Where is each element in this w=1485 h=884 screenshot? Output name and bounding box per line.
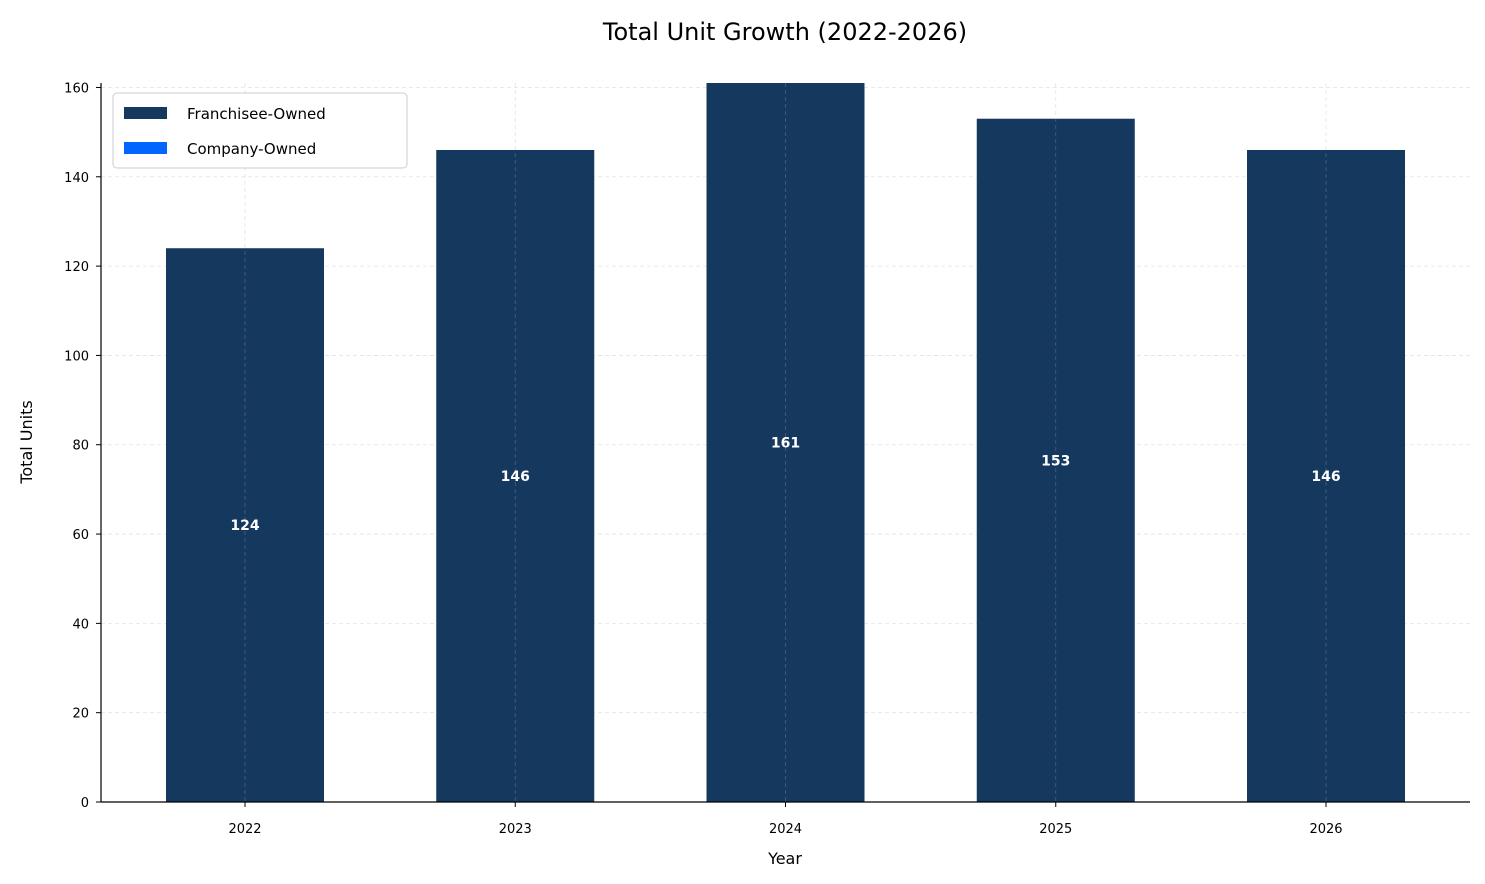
bar-franchisee-owned-2024 [706, 83, 865, 802]
bar-value-label-2023: 146 [501, 469, 530, 485]
chart-title: Total Unit Growth (2022-2026) [602, 18, 967, 46]
bar-franchisee-owned-2025 [976, 118, 1135, 803]
bar-franchisee-owned-2026 [1247, 149, 1405, 803]
axes: 0 20 40 60 80 100 120 140 160 2022 2023 2024 2025 202… [64, 81, 1470, 837]
bar-franchisee-owned-2022 [166, 248, 324, 802]
y-tick-label-2: 40 [72, 617, 89, 632]
bar-value-label-2024: 161 [771, 436, 800, 452]
legend-swatch-1 [124, 142, 167, 154]
bar-value-label-2025: 153 [1041, 453, 1070, 469]
bar-franchisee-owned-2023 [436, 149, 595, 803]
y-tick-label-4: 80 [72, 439, 89, 454]
y-tick-label-5: 100 [64, 349, 89, 364]
y-tick-label-3: 60 [72, 528, 89, 543]
y-tick-label-7: 140 [64, 171, 89, 186]
y-tick-label-1: 20 [72, 707, 89, 722]
x-tick-label-2023: 2023 [499, 822, 532, 837]
y-tick-label-6: 120 [64, 260, 89, 275]
x-tick-label-2026: 2026 [1309, 822, 1342, 837]
x-tick-label-2024: 2024 [769, 822, 802, 837]
legend-box [112, 92, 408, 169]
y-tick-label-0: 0 [81, 796, 89, 811]
x-axis-label: Year [767, 849, 802, 868]
legend-label-0: Franchisee-Owned [187, 105, 326, 123]
y-tick-label-8: 160 [64, 81, 89, 96]
legend-swatch-0 [124, 107, 167, 119]
x-tick-label-2022: 2022 [228, 822, 261, 837]
bars [166, 83, 1405, 803]
bar-value-label-2022: 124 [230, 518, 259, 534]
legend: Franchisee-Owned Company-Owned [112, 92, 408, 169]
bar-value-label-2026: 146 [1311, 469, 1340, 485]
bar-value-labels: 124 146 161 153 146 [230, 436, 1340, 535]
y-axis-label: Total Units [17, 400, 36, 484]
vertical-grid-lines [244, 83, 1327, 802]
x-tick-label-2025: 2025 [1039, 822, 1072, 837]
legend-label-1: Company-Owned [187, 140, 316, 158]
